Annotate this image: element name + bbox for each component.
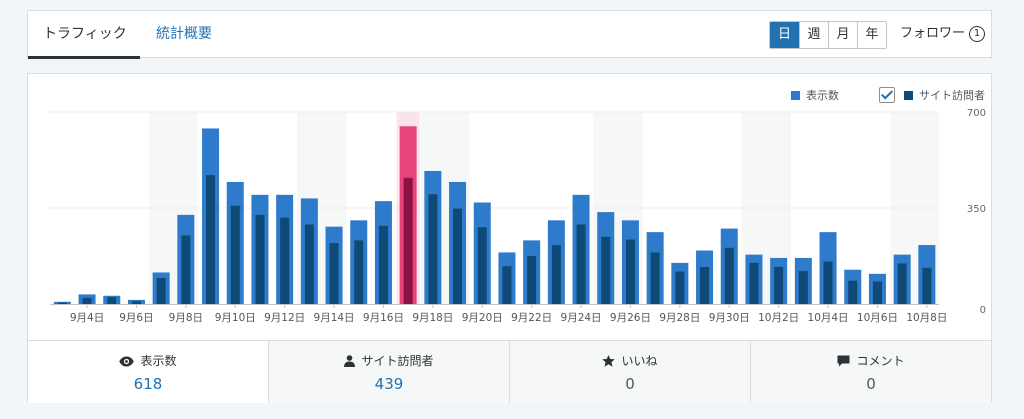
- visitors-bar: [625, 239, 635, 304]
- summary-tab-comments[interactable]: コメント 0: [750, 341, 991, 403]
- summary-tabs: 表示数 618 サイト訪問者 439 いいね 0 コメント 0: [28, 340, 991, 403]
- visitors-bar: [354, 240, 364, 304]
- visitors-bar: [922, 267, 932, 304]
- x-tick-label: 9月12日: [264, 312, 305, 324]
- legend-views-label: 表示数: [806, 89, 839, 102]
- summary-views-value: 618: [133, 375, 163, 393]
- comment-icon: [837, 355, 850, 367]
- visitors-bar: [749, 262, 759, 304]
- x-tick-label: 10月4日: [808, 312, 849, 324]
- visitors-bar: [650, 252, 660, 304]
- visitors-bar: [181, 235, 191, 304]
- period-year-button[interactable]: 年: [857, 22, 886, 48]
- x-tick-label: 9月8日: [169, 312, 203, 324]
- eye-icon: [119, 356, 135, 367]
- period-week-button[interactable]: 週: [799, 22, 828, 48]
- tab-traffic[interactable]: トラフィック: [28, 11, 140, 59]
- summary-visitors-label: サイト訪問者: [361, 354, 434, 368]
- visitors-bar: [206, 175, 216, 304]
- x-tick-label: 9月24日: [561, 312, 602, 324]
- summary-tab-likes[interactable]: いいね 0: [509, 341, 750, 403]
- x-tick-label: 10月6日: [857, 312, 898, 324]
- visitors-bar: [255, 214, 265, 304]
- x-tick-label: 9月30日: [709, 312, 750, 324]
- visitors-bar: [700, 266, 710, 304]
- visitors-bar: [403, 177, 413, 304]
- visitors-bar: [82, 297, 92, 304]
- visitors-bar: [107, 297, 117, 304]
- summary-likes-value: 0: [625, 375, 635, 393]
- visitors-bar: [798, 271, 808, 304]
- visitors-bar: [280, 217, 290, 304]
- followers-label: フォロワー: [900, 26, 966, 41]
- x-tick-label: 9月6日: [119, 312, 153, 324]
- period-day-button[interactable]: 日: [770, 22, 799, 48]
- x-tick-label: 9月22日: [511, 312, 552, 324]
- x-tick-label: 9月28日: [659, 312, 700, 324]
- summary-comments-value: 0: [866, 375, 876, 393]
- x-tick-label: 10月2日: [758, 312, 799, 324]
- followers-count-badge: 1: [969, 26, 986, 42]
- visitors-bar: [724, 247, 734, 304]
- visitors-bar: [57, 302, 67, 304]
- visitors-bar: [502, 266, 512, 304]
- visitors-bar: [453, 208, 463, 304]
- chart-card: 700 350 0 9月4日 9月6日 9月8日 9月10日 9月12日 9月14日 9月16日 9…: [27, 73, 992, 403]
- legend-visitors-swatch: [904, 90, 913, 100]
- person-icon: [344, 355, 356, 367]
- visitors-bar: [477, 227, 487, 304]
- x-tick-label: 9月4日: [70, 312, 104, 324]
- summary-comments-label: コメント: [856, 354, 905, 368]
- visitors-bar: [551, 245, 561, 304]
- visitors-bar: [675, 271, 685, 304]
- y-tick-label: 700: [967, 108, 986, 119]
- visitors-bar: [131, 301, 141, 304]
- summary-likes-label: いいね: [621, 354, 658, 368]
- visitors-bar: [774, 266, 784, 304]
- visitors-bar: [848, 280, 858, 304]
- x-tick-label: 9月16日: [363, 312, 404, 324]
- period-month-button[interactable]: 月: [828, 22, 857, 48]
- summary-tab-visitors[interactable]: サイト訪問者 439: [268, 341, 509, 403]
- summary-visitors-value: 439: [374, 375, 404, 393]
- stats-header: トラフィック 統計概要 日 週 月 年 フォロワー 1: [27, 10, 992, 59]
- x-tick-label: 9月18日: [412, 312, 453, 324]
- traffic-chart: 700 350 0 9月4日 9月6日 9月8日 9月10日 9月12日 9月14日 9月16日 9…: [50, 108, 986, 324]
- x-tick-label: 9月20日: [462, 312, 503, 324]
- visitors-bar: [601, 236, 611, 304]
- visitors-bar: [378, 225, 388, 304]
- visitors-bar: [897, 263, 907, 304]
- x-tick-label: 9月10日: [215, 312, 256, 324]
- legend-visitors-label: サイト訪問者: [919, 89, 985, 102]
- visitors-checkbox[interactable]: [879, 87, 895, 103]
- period-selector: 日 週 月 年: [769, 21, 887, 49]
- summary-views-label: 表示数: [140, 354, 177, 368]
- legend-views-swatch: [791, 90, 800, 100]
- visitors-bar: [428, 194, 438, 304]
- visitors-bar: [329, 243, 339, 304]
- visitors-bar: [230, 205, 240, 304]
- star-icon: [602, 355, 616, 367]
- x-tick-label: 10月8日: [906, 312, 947, 324]
- x-tick-label: 9月26日: [610, 312, 651, 324]
- y-tick-label: 350: [967, 204, 986, 215]
- visitors-bar: [304, 224, 314, 304]
- x-tick-label: 9月14日: [314, 312, 355, 324]
- summary-tab-views[interactable]: 表示数 618: [28, 341, 268, 403]
- chart-legend: 表示数 サイト訪問者: [791, 87, 985, 103]
- y-tick-label: 0: [980, 305, 986, 316]
- visitors-bar: [872, 281, 882, 304]
- tab-summary[interactable]: 統計概要: [156, 26, 212, 42]
- visitors-bar: [156, 277, 166, 304]
- visitors-bar: [576, 224, 586, 304]
- visitors-bar: [527, 256, 537, 304]
- visitors-bar: [823, 261, 833, 304]
- followers-link[interactable]: フォロワー 1: [900, 11, 986, 57]
